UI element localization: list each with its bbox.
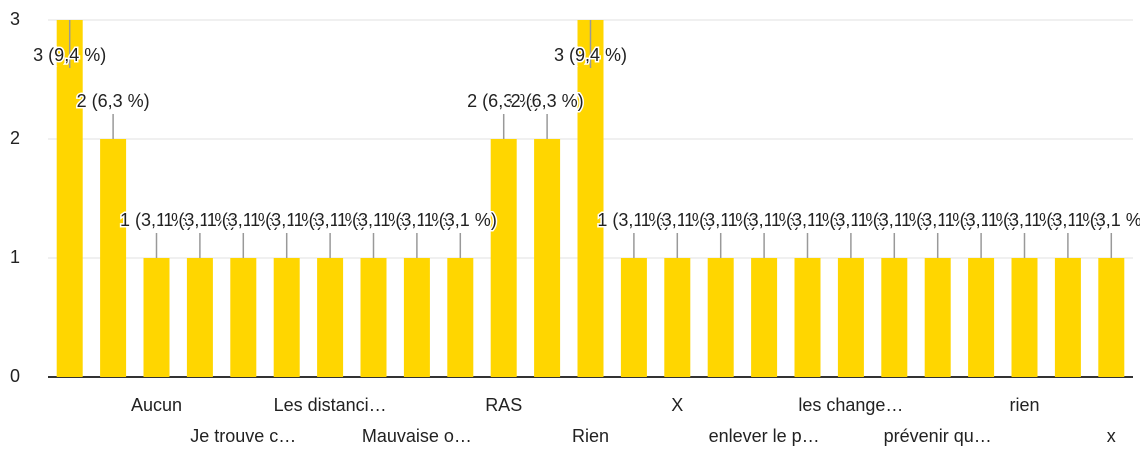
data-label: 1 (3,1 %) xyxy=(380,210,453,230)
data-label: 1 (3,1 %) xyxy=(120,210,193,230)
data-label: 1 (3,1 %) xyxy=(945,210,1018,230)
data-label: 2 (6,3 %) xyxy=(77,91,150,111)
y-tick-label: 3 xyxy=(10,9,20,29)
data-label: 1 (3,1 %) xyxy=(597,210,670,230)
data-label: 1 (3,1 %) xyxy=(1031,210,1104,230)
data-label: 1 (3,1 %) xyxy=(771,210,844,230)
data-label: 1 (3,1 %) xyxy=(988,210,1061,230)
bar xyxy=(707,258,734,377)
x-tick-label: rien xyxy=(1009,395,1039,415)
data-label: 1 (3,1 %) xyxy=(207,210,280,230)
data-label: 1 (3,1 %) xyxy=(1075,210,1140,230)
bar xyxy=(924,258,951,377)
data-label: 1 (3,1 %) xyxy=(250,210,323,230)
data-label: 1 (3,1 %) xyxy=(684,210,757,230)
data-label: 1 (3,1 %) xyxy=(641,210,714,230)
bar xyxy=(186,258,213,377)
x-tick-label: Je trouve c… xyxy=(190,426,296,446)
bar xyxy=(143,258,170,377)
bar xyxy=(360,258,387,377)
data-label: 3 (9,4 %) xyxy=(33,45,106,65)
bar xyxy=(1098,258,1125,377)
bar xyxy=(490,139,517,377)
data-label: 1 (3,1 %) xyxy=(728,210,801,230)
data-label: 1 (3,1 %) xyxy=(814,210,887,230)
data-label: 3 (9,4 %) xyxy=(554,45,627,65)
x-tick-label: Les distanci… xyxy=(274,395,387,415)
bar xyxy=(1011,258,1038,377)
x-tick-label: Rien xyxy=(572,426,609,446)
bar xyxy=(620,258,647,377)
x-tick-label: les change… xyxy=(798,395,903,415)
bar xyxy=(1054,258,1081,377)
bar xyxy=(837,258,864,377)
y-tick-label: 2 xyxy=(10,128,20,148)
bar xyxy=(273,258,300,377)
x-tick-label: RAS xyxy=(485,395,522,415)
data-label: 1 (3,1 %) xyxy=(858,210,931,230)
data-label: 2 (6,3 %) xyxy=(467,91,540,111)
x-tick-label: Aucun xyxy=(131,395,182,415)
bar xyxy=(403,258,430,377)
data-label: 1 (3,1 %) xyxy=(163,210,236,230)
data-label: 1 (3,1 %) xyxy=(901,210,974,230)
data-label: 2 (6,3 %) xyxy=(511,91,584,111)
data-label: 1 (3,1 %) xyxy=(294,210,367,230)
data-label: 1 (3,1 %) xyxy=(424,210,497,230)
bar xyxy=(56,20,83,377)
y-tick-label: 1 xyxy=(10,247,20,267)
data-label: 1 (3,1 %) xyxy=(337,210,410,230)
bar xyxy=(794,258,821,377)
x-tick-label: Mauvaise o… xyxy=(362,426,472,446)
bar xyxy=(317,258,344,377)
bar xyxy=(447,258,474,377)
bar xyxy=(230,258,257,377)
bar xyxy=(751,258,778,377)
x-tick-label: enlever le p… xyxy=(709,426,820,446)
x-tick-label: X xyxy=(671,395,683,415)
bar xyxy=(100,139,127,377)
bar xyxy=(664,258,691,377)
bar xyxy=(881,258,908,377)
x-tick-label: prévenir qu… xyxy=(884,426,992,446)
bar xyxy=(968,258,995,377)
bar xyxy=(577,20,604,377)
y-tick-label: 0 xyxy=(10,366,20,386)
bar xyxy=(534,139,561,377)
x-tick-label: x xyxy=(1107,426,1116,446)
